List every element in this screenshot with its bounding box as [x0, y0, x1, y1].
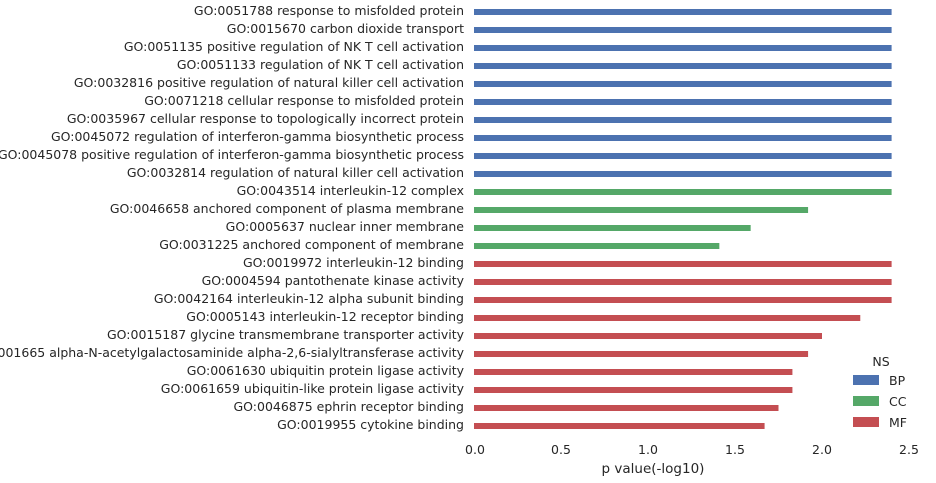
x-tick-label: 1.5: [725, 442, 745, 457]
x-tick-label: 0.5: [551, 442, 571, 457]
category-label: GO:0019955 cytokine binding: [277, 417, 464, 432]
category-label: GO:0051133 regulation of NK T cell activ…: [177, 57, 464, 72]
category-label: GO:0032816 positive regulation of natura…: [74, 75, 464, 90]
bar-mf: [474, 351, 809, 357]
category-label: GO:0043514 interleukin-12 complex: [237, 183, 464, 198]
category-label: GO:0051788 response to misfolded protein: [194, 3, 464, 18]
x-axis-ticks: 0.0 0.5 1.0 1.5 2.0 2.5: [465, 442, 919, 457]
bar-mf: [474, 261, 892, 267]
x-tick-label: 1.0: [638, 442, 658, 457]
bar-mf: [474, 423, 765, 429]
category-label: GO:0035967 cellular response to topologi…: [67, 111, 464, 126]
bar-mf: [474, 333, 822, 339]
bar-bp: [474, 81, 892, 87]
bar-bp: [474, 117, 892, 123]
bar-cc: [474, 189, 892, 195]
category-label: GO:0051135 positive regulation of NK T c…: [124, 39, 464, 54]
legend-label-cc: CC: [889, 394, 907, 409]
category-label: GO:0045078 positive regulation of interf…: [0, 147, 464, 162]
bar-bp: [474, 99, 892, 105]
legend-label-bp: BP: [889, 373, 906, 388]
bar-mf: [474, 405, 779, 411]
category-label: GO:0061659 ubiquitin-like protein ligase…: [161, 381, 465, 396]
bar-bp: [474, 135, 892, 141]
legend-items: BP CC MF: [853, 373, 907, 430]
category-label: GO:0071218 cellular response to misfolde…: [144, 93, 464, 108]
legend: NS BP CC MF: [853, 354, 907, 430]
bar-cc: [474, 225, 751, 231]
category-label: GO:0005637 nuclear inner membrane: [226, 219, 465, 234]
legend-label-mf: MF: [889, 415, 907, 430]
bar-bp: [474, 27, 892, 33]
category-label: GO:0061630 ubiquitin protein ligase acti…: [187, 363, 465, 378]
bar-mf: [474, 315, 861, 321]
bar-mf: [474, 369, 793, 375]
legend-title: NS: [872, 354, 889, 369]
category-label: GO:0042164 interleukin-12 alpha subunit …: [154, 291, 464, 306]
category-label: GO:0005143 interleukin-12 receptor bindi…: [186, 309, 464, 324]
bar-bp: [474, 9, 892, 15]
category-label: GO:0046658 anchored component of plasma …: [110, 201, 464, 216]
category-labels: GO:0051788 response to misfolded protein…: [0, 3, 465, 432]
category-label: GO:0046875 ephrin receptor binding: [233, 399, 464, 414]
bar-cc: [474, 243, 720, 249]
bar-bp: [474, 45, 892, 51]
bar-mf: [474, 279, 892, 285]
bar-bp: [474, 153, 892, 159]
category-label: GO:0015670 carbon dioxide transport: [227, 21, 464, 36]
bars: [474, 9, 892, 429]
x-tick-label: 2.5: [899, 442, 919, 457]
x-tick-label: 2.0: [812, 442, 832, 457]
category-label: GO:0019972 interleukin-12 binding: [243, 255, 464, 270]
category-label: GO:0015187 glycine transmembrane transpo…: [107, 327, 465, 342]
bar-bp: [474, 171, 892, 177]
category-label: GO:0031225 anchored component of membran…: [159, 237, 464, 252]
bar-mf: [474, 387, 793, 393]
x-axis-label: p value(-log10): [602, 461, 705, 477]
legend-swatch-mf: [853, 417, 879, 427]
category-label: GO:0045072 regulation of interferon-gamm…: [51, 129, 464, 144]
category-label: GO:0001665 alpha-N-acetylgalactosaminide…: [0, 345, 465, 360]
bar-cc: [474, 207, 809, 213]
category-label: GO:0032814 regulation of natural killer …: [127, 165, 464, 180]
category-label: GO:0004594 pantothenate kinase activity: [202, 273, 465, 288]
legend-swatch-bp: [853, 375, 879, 385]
bar-bp: [474, 63, 892, 69]
x-tick-label: 0.0: [465, 442, 485, 457]
bar-mf: [474, 297, 892, 303]
legend-swatch-cc: [853, 396, 879, 406]
